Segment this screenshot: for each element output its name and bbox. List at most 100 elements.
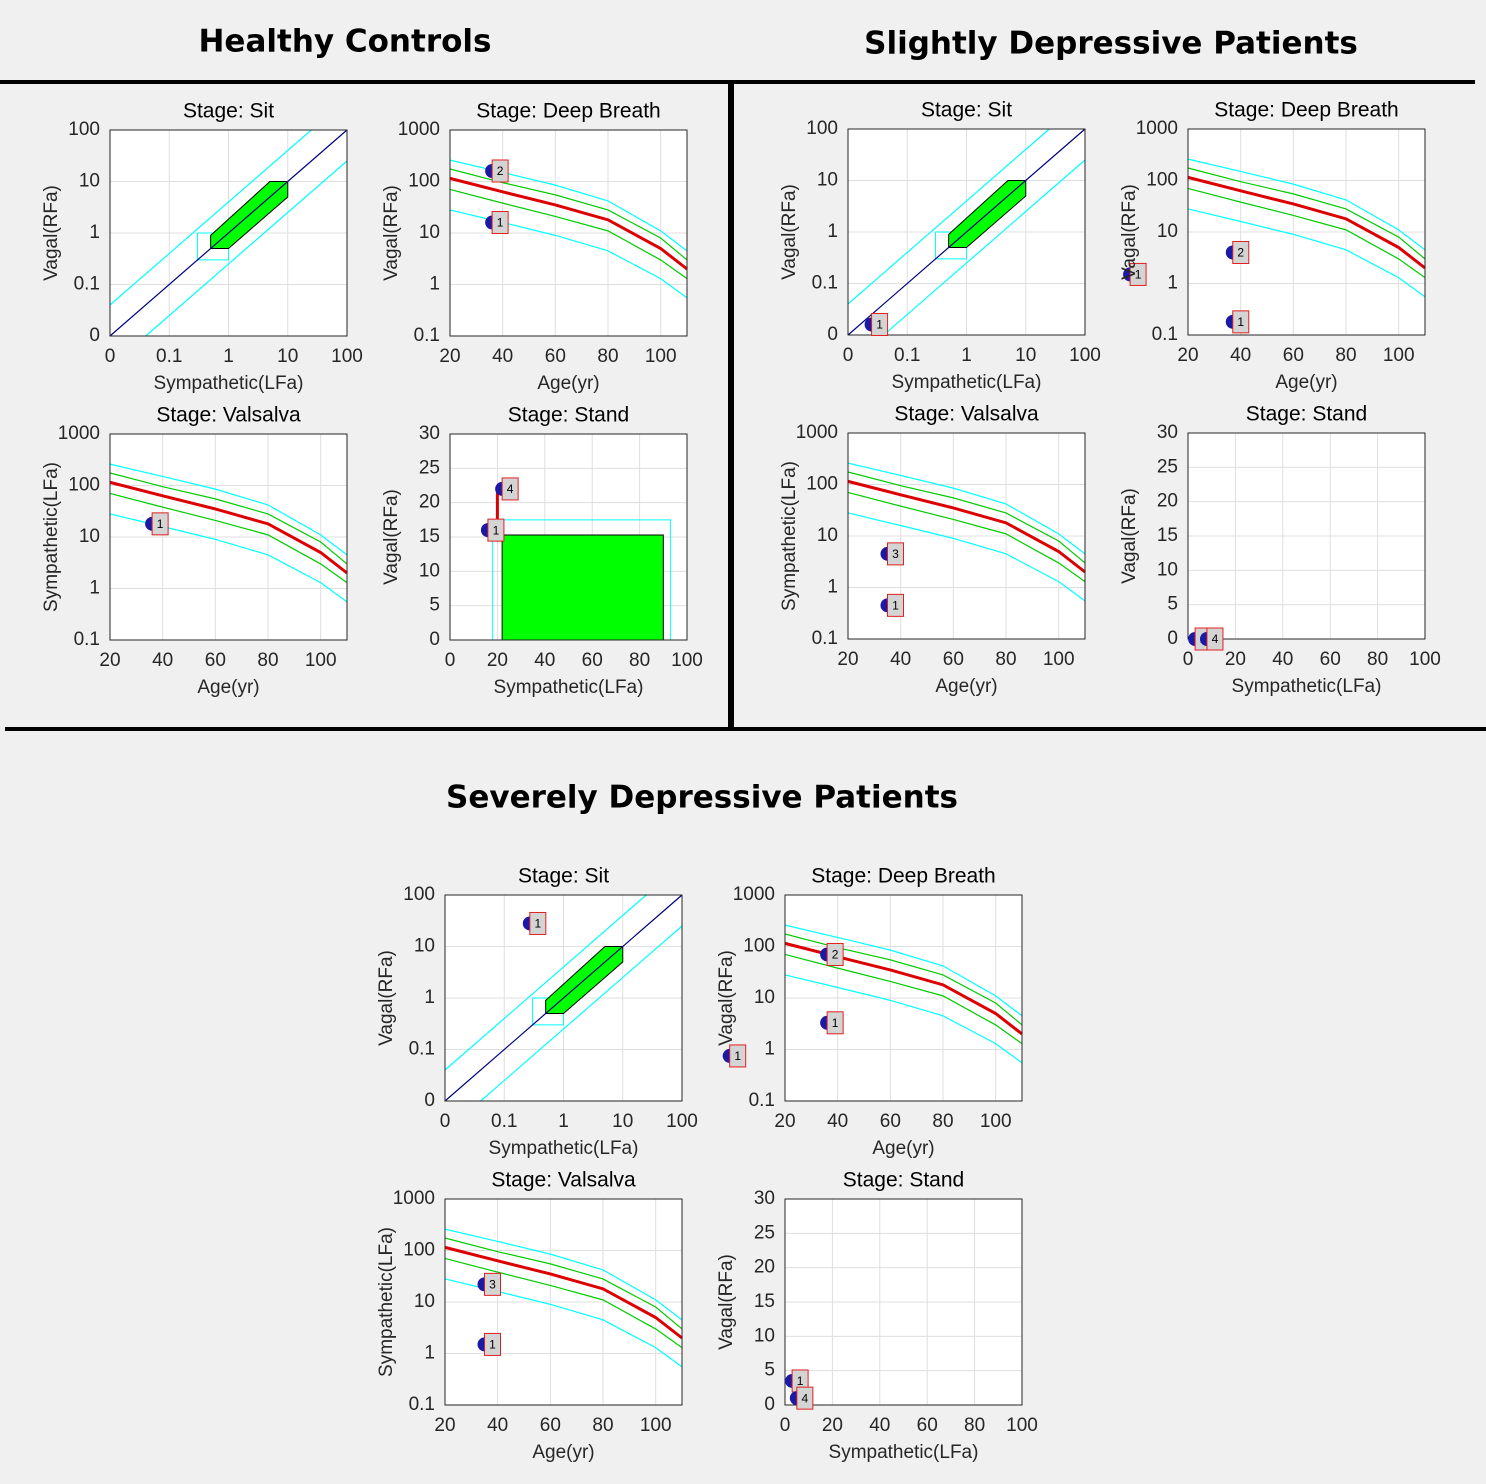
x-tick-label: 100 <box>666 1111 698 1132</box>
chart-title: Stage: Stand <box>1246 403 1367 426</box>
y-axis-label: Vagal(RFa) <box>716 950 737 1046</box>
y-tick-label: 1000 <box>1136 118 1178 139</box>
y-tick-label: 10 <box>1157 559 1178 580</box>
axes-frame <box>847 128 1086 336</box>
point-label-box <box>529 911 547 935</box>
y-tick-label: 0.1 <box>74 629 100 650</box>
axes-frame <box>444 1198 683 1406</box>
x-axis-label: Age(yr) <box>935 676 997 697</box>
x-tick-label: 100 <box>980 1111 1012 1132</box>
x-tick-label: 40 <box>492 346 513 367</box>
y-tick-label: 0 <box>1167 628 1178 649</box>
point-label-box <box>151 512 169 536</box>
x-axis-label: Age(yr) <box>872 1138 934 1159</box>
reference-line <box>109 492 348 584</box>
y-axis-label: Sympathetic(LFa) <box>376 1227 397 1377</box>
point-label: 1 <box>497 216 504 230</box>
axes-frame <box>109 433 348 641</box>
y-tick-label: 20 <box>419 492 440 513</box>
x-tick-label: 100 <box>640 1415 672 1436</box>
chart-title: Stage: Deep Breath <box>811 865 995 888</box>
reference-line <box>449 188 688 280</box>
reference-line <box>444 1257 683 1349</box>
point-label: 1 <box>797 1374 804 1388</box>
point-label: 1 <box>832 1016 839 1030</box>
chart-title: Stage: Valsalva <box>491 1169 636 1192</box>
point-label-box <box>484 1272 501 1296</box>
reference-line <box>847 128 1086 336</box>
chart-title: Stage: Sit <box>921 99 1012 122</box>
x-tick-label: 0 <box>780 1415 791 1436</box>
x-tick-label: 40 <box>487 1415 508 1436</box>
y-tick-label: 1 <box>827 221 838 242</box>
x-tick-label: 80 <box>1335 345 1356 366</box>
x-tick-label: 100 <box>645 346 677 367</box>
x-tick-label: 40 <box>152 650 173 671</box>
y-tick-label: 1 <box>424 987 435 1008</box>
point-label-box <box>491 159 509 183</box>
x-tick-label: 80 <box>257 650 278 671</box>
x-tick-label: 100 <box>1383 345 1415 366</box>
x-axis-label: Sympathetic(LFa) <box>154 373 304 394</box>
reference-line <box>784 924 1023 1017</box>
y-tick-label: 0.1 <box>409 1394 435 1415</box>
y-axis-label: Vagal(RFa) <box>1119 488 1140 584</box>
x-tick-label: 100 <box>1043 649 1075 670</box>
y-tick-label: 100 <box>68 119 100 140</box>
reference-line <box>1187 187 1426 279</box>
reference-line <box>1187 167 1426 260</box>
y-tick-label: 100 <box>403 884 435 905</box>
point-label-box <box>826 1011 844 1035</box>
y-axis-label: Vagal(RFa) <box>381 185 402 281</box>
reference-line <box>1187 158 1426 251</box>
x-tick-label: 100 <box>1006 1415 1038 1436</box>
x-axis-label: Age(yr) <box>537 373 599 394</box>
x-tick-label: 60 <box>943 649 964 670</box>
y-axis-label: Vagal(RFa) <box>376 950 397 1046</box>
point-label: 1 <box>734 1049 741 1063</box>
x-tick-label: 0 <box>105 346 116 367</box>
y-tick-label: 100 <box>408 171 440 192</box>
y-tick-label: 15 <box>419 526 440 547</box>
reference-line <box>480 925 683 1102</box>
x-tick-label: 20 <box>99 650 120 671</box>
chart-title: Stage: Sit <box>518 865 609 888</box>
x-tick-label: 60 <box>205 650 226 671</box>
reference-line <box>883 159 1086 336</box>
reference-line <box>444 1228 683 1321</box>
y-tick-label: 0 <box>89 325 100 346</box>
point-label: 1 <box>493 523 500 537</box>
reference-line <box>109 472 348 565</box>
y-tick-label: 10 <box>419 222 440 243</box>
x-tick-label: 60 <box>540 1415 561 1436</box>
x-tick-label: 0.1 <box>491 1111 517 1132</box>
x-axis-label: Sympathetic(LFa) <box>489 1138 639 1159</box>
point-label: 1 <box>157 517 164 531</box>
y-tick-label: 10 <box>754 1325 775 1346</box>
y-tick-label: 0.1 <box>812 628 838 649</box>
y-tick-label: 25 <box>419 457 440 478</box>
x-tick-label: 0 <box>445 650 456 671</box>
y-tick-label: 10 <box>817 170 838 191</box>
reference-line <box>444 1245 683 1340</box>
reference-line <box>109 129 348 337</box>
y-tick-label: 20 <box>754 1257 775 1278</box>
x-tick-label: 20 <box>822 1415 843 1436</box>
reference-line <box>1187 208 1426 298</box>
x-tick-label: 100 <box>1069 345 1101 366</box>
y-tick-label: 1000 <box>58 423 100 444</box>
x-tick-label: 60 <box>582 650 603 671</box>
y-tick-label: 10 <box>414 936 435 957</box>
x-tick-label: 80 <box>1367 649 1388 670</box>
y-tick-label: 1 <box>764 1039 775 1060</box>
y-tick-label: 10 <box>79 171 100 192</box>
y-tick-label: 10 <box>1157 221 1178 242</box>
y-tick-label: 0 <box>429 629 440 650</box>
y-tick-label: 1 <box>827 577 838 598</box>
chart-title: Stage: Deep Breath <box>1214 99 1398 122</box>
reference-line <box>1187 175 1426 270</box>
x-tick-label: 20 <box>434 1415 455 1436</box>
x-axis-label: Age(yr) <box>1275 372 1337 393</box>
x-tick-label: 10 <box>1015 345 1036 366</box>
y-tick-label: 1000 <box>733 884 775 905</box>
